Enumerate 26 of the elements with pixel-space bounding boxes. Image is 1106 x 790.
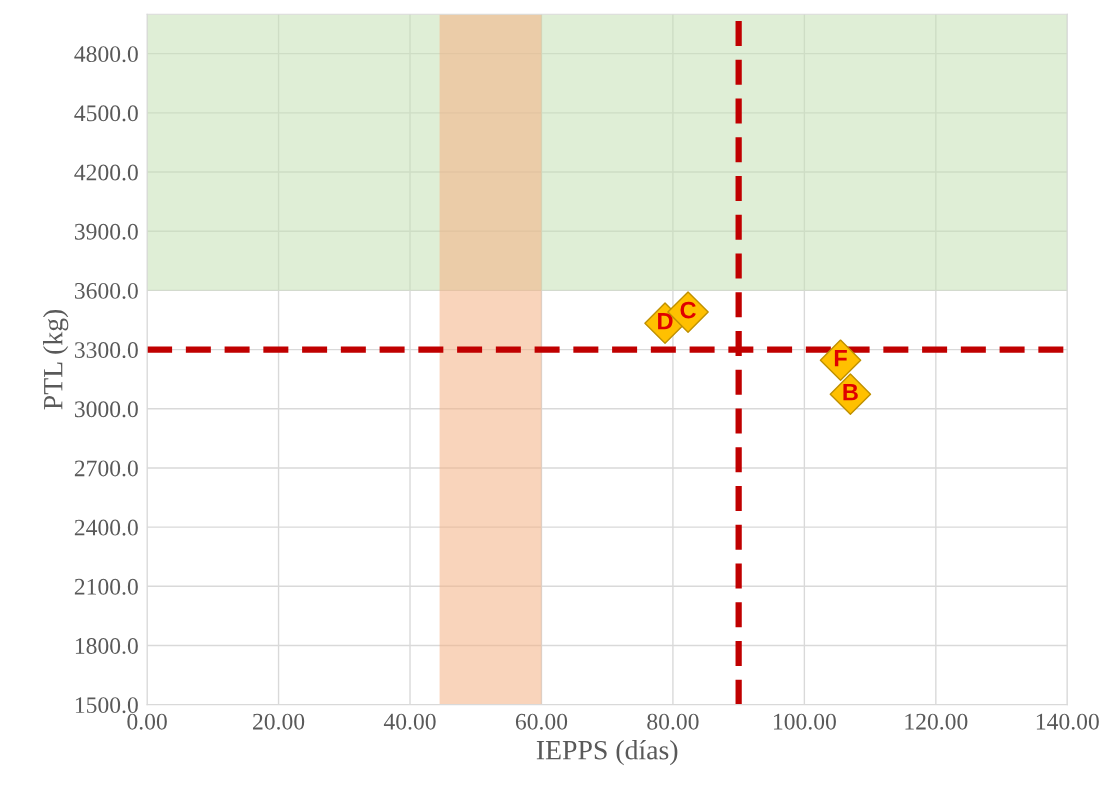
- y-tick-label: 2400.0: [74, 519, 138, 536]
- annotation: D: [658, 313, 673, 330]
- y-axis-title: PTL (kg): [43, 309, 69, 410]
- y-tick-label: 1500.0: [75, 697, 138, 714]
- y-tick-label: 2100.0: [74, 578, 138, 595]
- annotation: C: [680, 301, 696, 319]
- x-tick-label: 100.00: [773, 713, 836, 730]
- y-tick-label: 4500.0: [74, 105, 138, 122]
- x-tick-label: 20.00: [253, 713, 305, 730]
- x-tick-label: 80.00: [647, 713, 699, 730]
- y-tick-label: 4200.0: [74, 164, 138, 181]
- y-tick-label: 3600.0: [74, 282, 138, 299]
- y-tick-label: 2700.0: [74, 460, 138, 477]
- y-tick-label: 4800.0: [74, 46, 138, 63]
- y-tick-label: 3900.0: [74, 223, 138, 240]
- x-tick-label: 40.00: [383, 713, 436, 730]
- y-tick-label: 3000.0: [74, 401, 138, 418]
- x-tick-label: 140.00: [1036, 713, 1099, 730]
- x-tick-label: 0.00: [127, 713, 167, 730]
- annotation: F: [834, 350, 847, 367]
- annotation: B: [843, 384, 858, 401]
- x-tick-label: 60.00: [515, 713, 568, 730]
- x-tick-label: 120.00: [905, 713, 968, 730]
- y-tick-label: 1800.0: [75, 637, 138, 655]
- x-axis-title: IEPPS (días): [536, 739, 678, 766]
- y-tick-label: 3300.0: [74, 342, 138, 359]
